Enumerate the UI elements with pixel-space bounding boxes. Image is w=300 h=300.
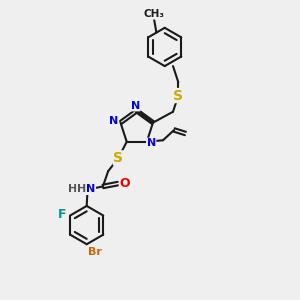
Text: N: N [86,184,95,194]
Text: S: S [173,88,183,103]
Text: N: N [147,138,156,148]
Text: CH₃: CH₃ [144,9,165,19]
Text: S: S [113,151,124,165]
Text: H: H [77,184,86,194]
Text: O: O [119,177,130,190]
Text: Br: Br [88,247,102,256]
Text: HN: HN [68,184,86,194]
Text: N: N [131,101,140,111]
Text: N: N [110,116,119,126]
Text: F: F [58,208,66,220]
